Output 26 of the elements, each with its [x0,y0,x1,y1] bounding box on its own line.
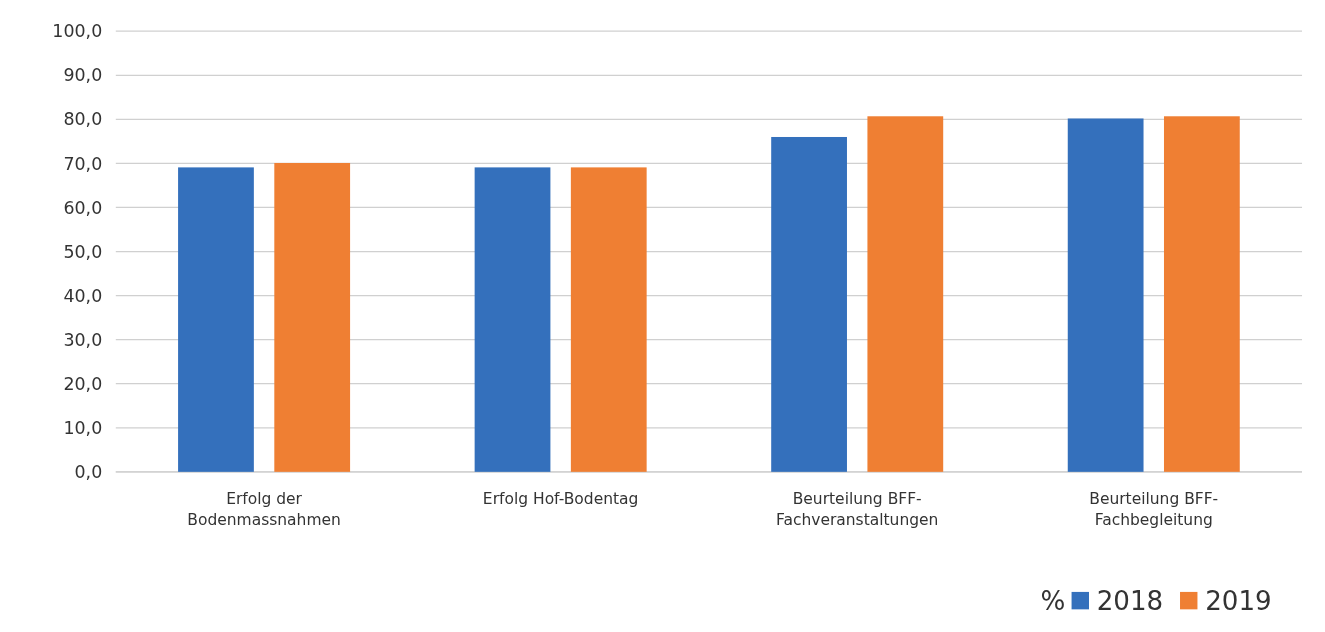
legend-label: 2019 [1205,585,1272,616]
legend-label: 2018 [1096,585,1164,616]
y-tick-label: 30,0 [63,329,103,350]
y-tick-label: 50,0 [63,241,103,262]
bar [771,136,847,472]
y-tick-label: 60,0 [63,197,103,218]
bar [1163,116,1240,472]
y-tick-label: 0,0 [74,461,103,482]
y-tick-label: 100,0 [52,21,103,42]
y-tick-label: 40,0 [63,285,103,306]
x-tick-label: Beurteilung BFF-Fachbegleitung [1089,489,1219,530]
bar [1067,118,1144,472]
x-tick-label: Erfolg der Bodenmassnahmen [187,489,341,530]
y-tick-label: 10,0 [63,417,103,438]
y-tick-label: 80,0 [63,109,103,130]
bar [867,116,944,472]
bar [274,162,351,472]
y-tick-label: 20,0 [63,373,103,394]
bar [474,167,551,472]
legend-title: % [1040,585,1066,616]
bar [570,167,647,472]
y-tick-label: 90,0 [63,65,103,86]
bar [178,167,254,472]
x-tick-label: Erfolg Hof-Bodentag [482,489,639,508]
x-tick-label: Beurteilung BFF-Fachveranstaltungen [775,489,939,530]
y-tick-label: 70,0 [63,153,103,174]
